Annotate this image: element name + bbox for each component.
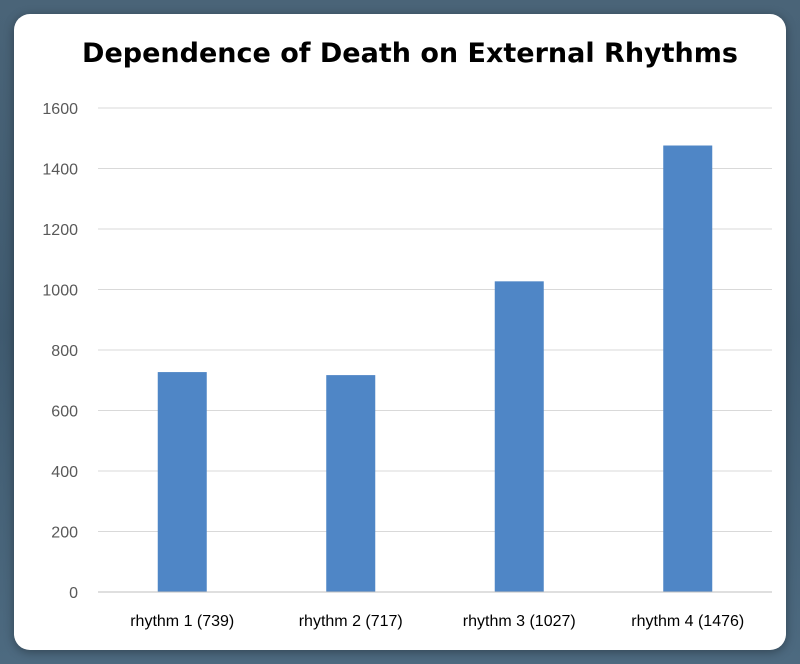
x-category-label: rhythm 2 (717)	[299, 613, 403, 630]
chart-title: Dependence of Death on External Rhythms	[82, 38, 738, 69]
y-tick-label: 600	[51, 404, 78, 421]
chart-card: Dependence of Death on External Rhythms …	[14, 14, 786, 650]
y-tick-label: 400	[51, 464, 78, 481]
x-axis-categories: rhythm 1 (739) rhythm 2 (717) rhythm 3 (10…	[130, 613, 744, 630]
y-tick-label: 1600	[42, 101, 78, 118]
y-tick-label: 1000	[42, 283, 78, 300]
y-axis-ticks: 0 200 400 600 800 1000 1200 1400 1600	[42, 101, 78, 602]
x-category-label: rhythm 3 (1027)	[463, 613, 576, 630]
y-tick-label: 0	[69, 585, 78, 602]
bar	[494, 281, 544, 592]
x-category-label: rhythm 1 (739)	[130, 613, 234, 630]
gridlines	[98, 107, 772, 532]
y-tick-label: 200	[51, 525, 78, 542]
bars	[157, 145, 713, 592]
y-tick-label: 800	[51, 343, 78, 360]
bar	[663, 145, 713, 592]
y-tick-label: 1400	[42, 162, 78, 179]
bar	[326, 375, 376, 592]
x-category-label: rhythm 4 (1476)	[631, 613, 744, 630]
y-tick-label: 1200	[42, 222, 78, 239]
bar-chart: Dependence of Death on External Rhythms …	[42, 38, 772, 630]
bar	[157, 372, 207, 592]
